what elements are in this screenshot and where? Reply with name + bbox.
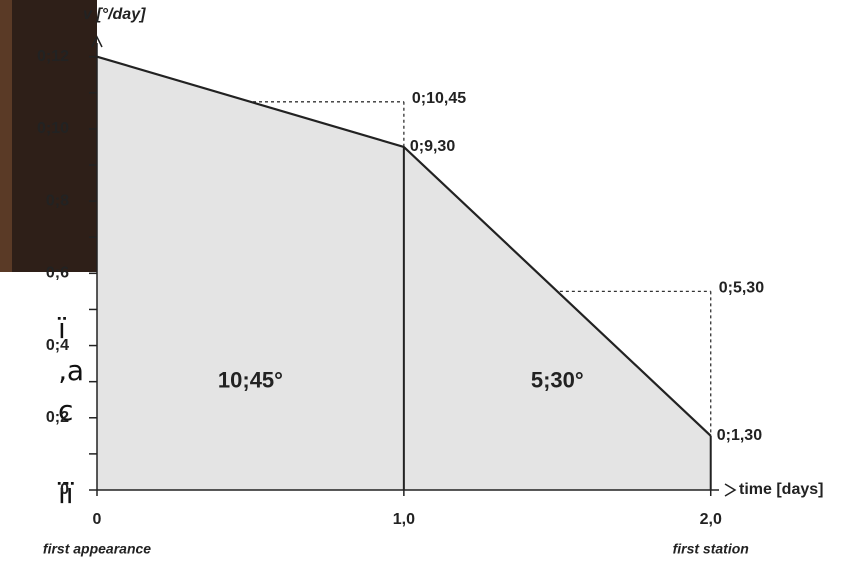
- x-tick-label: 2,0: [700, 511, 722, 528]
- y-tick-label: 0;10: [37, 120, 69, 137]
- text-fragment: ‚a: [58, 354, 84, 387]
- x-tick-label: 1,0: [393, 511, 415, 528]
- y-axis-label: v [°/day]: [83, 6, 146, 23]
- area-label: 5;30°: [531, 367, 584, 392]
- y-tick-label: 0;6: [46, 265, 69, 282]
- value-label: 0;9,30: [410, 138, 455, 155]
- average-label: 0;10,45: [412, 90, 466, 107]
- x-tick-label: 0: [93, 511, 102, 528]
- y-tick-label: 0;2: [46, 409, 69, 426]
- value-label: 0;1,30: [717, 427, 762, 444]
- photo-edge: [0, 0, 12, 272]
- y-tick-label: 0;12: [37, 48, 69, 65]
- y-tick-label: 0;8: [46, 192, 69, 209]
- x-annotation: first appearance: [43, 541, 151, 557]
- x-annotation: first station: [673, 541, 749, 557]
- average-label: 0;5,30: [719, 280, 764, 297]
- area-label: 10;45°: [218, 367, 283, 392]
- x-axis-label: time [days]: [739, 481, 823, 498]
- y-tick-label: 0: [60, 481, 69, 498]
- chart: ï‚acïï0;9,300;1,300;10,4510;45°0;5,305;3…: [0, 0, 858, 586]
- y-tick-label: 0;4: [46, 337, 69, 354]
- x-arrow: [725, 484, 735, 496]
